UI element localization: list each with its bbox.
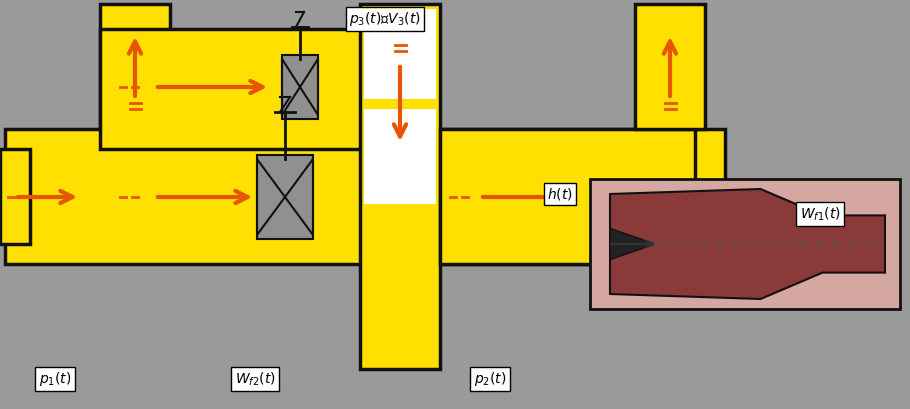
Bar bbox=[635, 4, 705, 129]
Polygon shape bbox=[610, 189, 885, 299]
Text: $p_3(t)$、$V_3(t)$: $p_3(t)$、$V_3(t)$ bbox=[349, 10, 420, 28]
Bar bbox=[0, 149, 30, 244]
Text: $h(t)$: $h(t)$ bbox=[547, 186, 573, 202]
Bar bbox=[364, 109, 436, 204]
Bar bbox=[100, 4, 170, 129]
Bar bbox=[282, 55, 318, 119]
Bar bbox=[364, 9, 436, 99]
Text: $p_2(t)$: $p_2(t)$ bbox=[474, 370, 506, 388]
Bar bbox=[5, 129, 725, 264]
Text: $W_{f2}(t)$: $W_{f2}(t)$ bbox=[235, 370, 276, 388]
Text: $W_{f1}(t)$: $W_{f1}(t)$ bbox=[800, 205, 840, 222]
Text: $p_1(t)$: $p_1(t)$ bbox=[39, 370, 71, 388]
Bar bbox=[590, 179, 900, 309]
Bar bbox=[257, 155, 313, 239]
Bar bbox=[440, 129, 695, 264]
Bar bbox=[360, 4, 440, 369]
Bar bbox=[100, 29, 405, 149]
Polygon shape bbox=[610, 228, 655, 260]
